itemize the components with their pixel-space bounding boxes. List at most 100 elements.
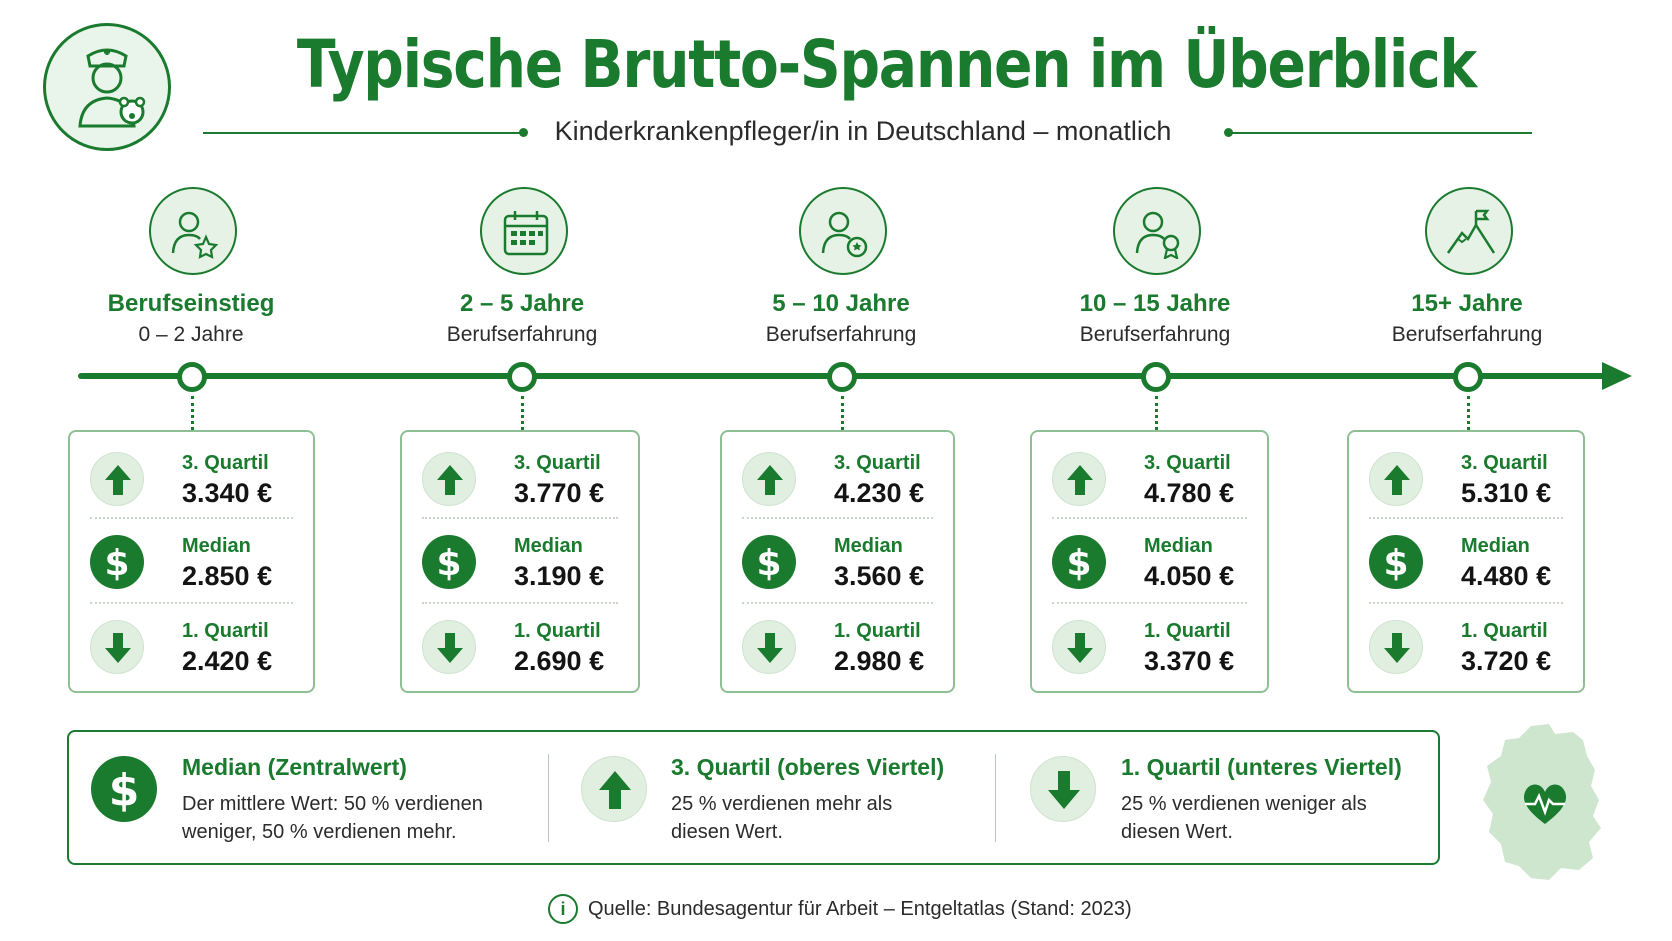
row-divider [1052, 602, 1247, 604]
dollar-icon: $ [1052, 535, 1106, 589]
info-icon: i [548, 894, 578, 924]
svg-text:$: $ [1383, 543, 1408, 584]
arrow-down-icon [422, 620, 476, 674]
median-label: Median [1144, 535, 1213, 557]
salary-card-4: 3. Quartil 4.780 € $ Median 4.050 € 1. Q… [1030, 430, 1269, 693]
row-divider [742, 602, 933, 604]
row-divider [90, 602, 293, 604]
arrow-down-icon [742, 620, 796, 674]
median-label: Median [182, 535, 251, 557]
germany-heart-map-icon [1475, 720, 1615, 895]
median-value: 4.480 € [1461, 561, 1552, 591]
timeline-node-3 [827, 362, 857, 392]
subtitle-rule-right [1232, 132, 1532, 134]
mountain-flag-icon [1425, 187, 1513, 275]
row-divider [1052, 517, 1247, 519]
legend-median-text: Der mittlere Wert: 50 % verdienen wenige… [182, 793, 483, 843]
q1-label: 1. Quartil [1144, 620, 1231, 642]
stage-label-1: Berufseinstieg [107, 290, 275, 317]
timeline-node-4 [1141, 362, 1171, 392]
q1-label: 1. Quartil [182, 620, 269, 642]
timeline-connector [1467, 396, 1470, 430]
q3-row: 3. Quartil 4.230 € [742, 440, 933, 520]
median-row: $ Median 4.480 € [1369, 523, 1563, 603]
dollar-icon: $ [91, 756, 157, 822]
timeline-connector [841, 396, 844, 430]
q3-value: 4.780 € [1144, 478, 1235, 508]
stage-label-5: 15+ Jahre [1411, 290, 1523, 317]
q1-row: 1. Quartil 3.720 € [1369, 608, 1563, 688]
svg-text:$: $ [104, 543, 129, 584]
page-title: Typische Brutto-Spannen im Überblick [296, 26, 1477, 103]
arrow-up-icon [422, 452, 476, 506]
arrow-up-icon [1369, 452, 1423, 506]
stage-label-3: 5 – 10 Jahre [772, 290, 910, 317]
median-label: Median [514, 535, 583, 557]
svg-text:$: $ [436, 543, 461, 584]
timeline-node-1 [177, 362, 207, 392]
row-divider [90, 517, 293, 519]
median-row: $ Median 3.190 € [422, 523, 618, 603]
median-value: 4.050 € [1144, 561, 1235, 591]
dollar-icon: $ [1369, 535, 1423, 589]
legend-q3-title: 3. Quartil (oberes Viertel) [671, 754, 945, 780]
legend-q1-title: 1. Quartil (unteres Viertel) [1121, 754, 1402, 780]
q1-row: 1. Quartil 2.420 € [90, 608, 293, 688]
stage-sub-1: 0 – 2 Jahre [138, 323, 244, 346]
legend-median-title: Median (Zentralwert) [182, 754, 407, 780]
q1-row: 1. Quartil 2.690 € [422, 608, 618, 688]
stage-label-2: 2 – 5 Jahre [459, 290, 585, 317]
q3-row: 3. Quartil 3.340 € [90, 440, 293, 520]
median-value: 3.190 € [514, 561, 605, 591]
q3-label: 3. Quartil [182, 452, 269, 474]
salary-card-1: 3. Quartil 3.340 € $ Median 2.850 € 1. Q… [68, 430, 315, 693]
timeline-connector [191, 396, 194, 430]
row-divider [422, 602, 618, 604]
q3-row: 3. Quartil 4.780 € [1052, 440, 1247, 520]
stage-sub-2: Berufserfahrung [446, 323, 598, 346]
legend-q3-text: 25 % verdienen mehr als diesen Wert. [671, 793, 893, 843]
arrow-up-icon [90, 452, 144, 506]
dollar-icon: $ [742, 535, 796, 589]
q1-value: 2.980 € [834, 646, 925, 676]
row-divider [1369, 602, 1563, 604]
arrow-up-icon [1052, 452, 1106, 506]
q1-label: 1. Quartil [1461, 620, 1548, 642]
timeline-node-5 [1453, 362, 1483, 392]
person-award-icon [1113, 187, 1201, 275]
salary-card-2: 3. Quartil 3.770 € $ Median 3.190 € 1. Q… [400, 430, 640, 693]
person-badge-icon [799, 187, 887, 275]
timeline-node-2 [507, 362, 537, 392]
legend-divider [995, 754, 996, 842]
q3-label: 3. Quartil [834, 452, 921, 474]
arrow-down-icon [90, 620, 144, 674]
svg-text:$: $ [1066, 543, 1091, 584]
stage-sub-3: Berufserfahrung [765, 323, 917, 346]
q1-value: 3.370 € [1144, 646, 1235, 676]
q1-row: 1. Quartil 3.370 € [1052, 608, 1247, 688]
calendar-icon [480, 187, 568, 275]
q3-value: 3.770 € [514, 478, 605, 508]
q1-value: 2.420 € [182, 646, 273, 676]
dollar-icon: $ [90, 535, 144, 589]
median-label: Median [1461, 535, 1530, 557]
svg-text:$: $ [109, 765, 140, 816]
q3-row: 3. Quartil 5.310 € [1369, 440, 1563, 520]
q3-value: 3.340 € [182, 478, 273, 508]
q3-row: 3. Quartil 3.770 € [422, 440, 618, 520]
arrow-down-icon [1030, 756, 1096, 822]
median-value: 3.560 € [834, 561, 925, 591]
row-divider [422, 517, 618, 519]
subtitle-dot-right [1224, 128, 1233, 137]
dollar-icon: $ [422, 535, 476, 589]
timeline-connector [1155, 396, 1158, 430]
salary-card-3: 3. Quartil 4.230 € $ Median 3.560 € 1. Q… [720, 430, 955, 693]
person-star-icon [149, 187, 237, 275]
q1-label: 1. Quartil [834, 620, 921, 642]
median-row: $ Median 3.560 € [742, 523, 933, 603]
stage-label-4: 10 – 15 Jahre [1079, 290, 1231, 317]
median-row: $ Median 2.850 € [90, 523, 293, 603]
median-value: 2.850 € [182, 561, 273, 591]
q1-row: 1. Quartil 2.980 € [742, 608, 933, 688]
arrow-up-icon [742, 452, 796, 506]
